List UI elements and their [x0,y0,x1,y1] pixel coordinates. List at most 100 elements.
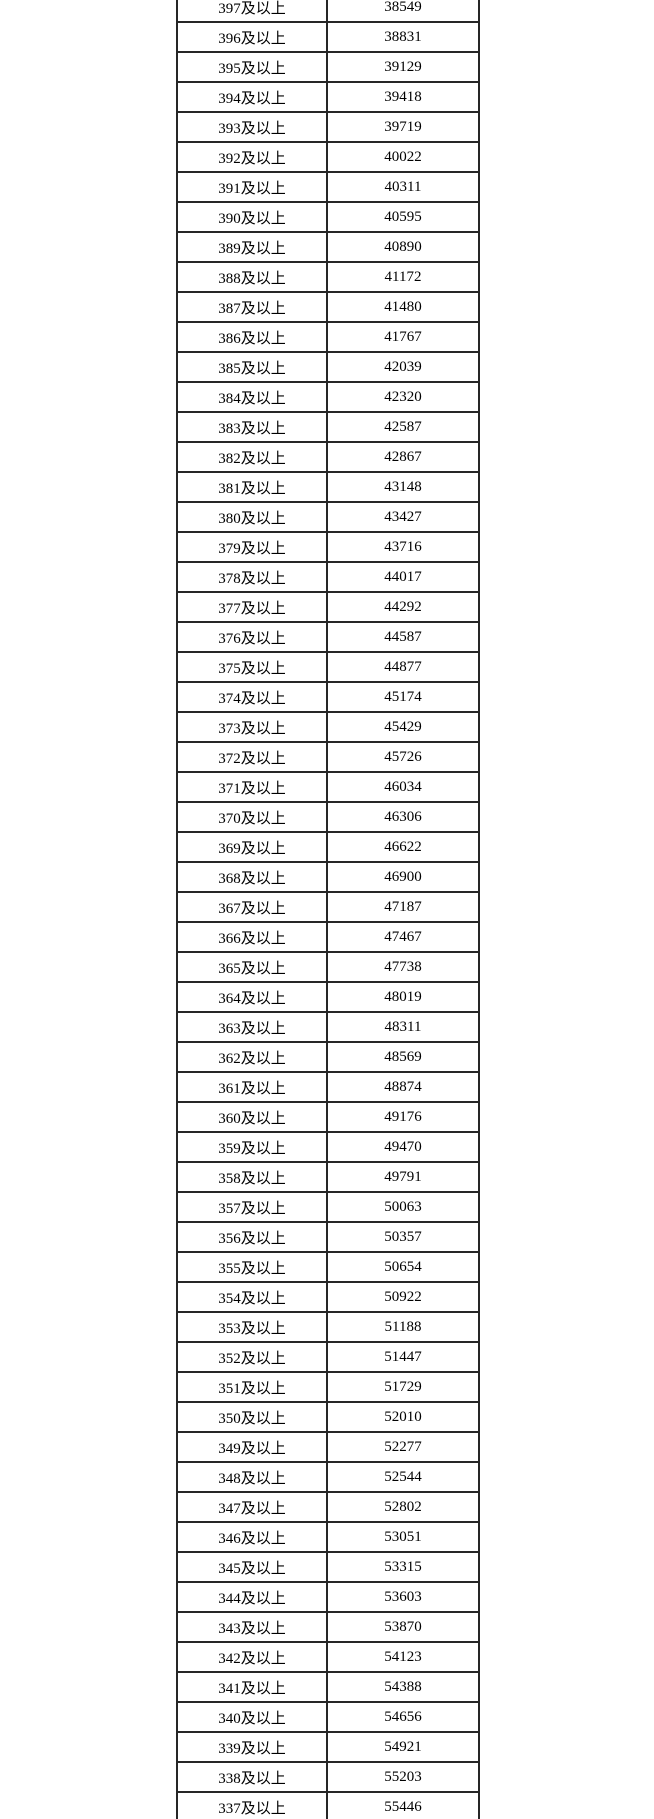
count-cell: 40311 [326,171,480,203]
table-row: 360及以上 49176 [176,1101,480,1133]
count-cell: 52802 [326,1491,480,1523]
score-cell: 375及以上 [176,651,328,683]
count-cell: 51729 [326,1371,480,1403]
score-cell: 353及以上 [176,1311,328,1343]
score-cell: 371及以上 [176,771,328,803]
table-row: 390及以上 40595 [176,201,480,233]
count-cell: 51447 [326,1341,480,1373]
count-cell: 45429 [326,711,480,743]
score-cell: 357及以上 [176,1191,328,1223]
count-cell: 43716 [326,531,480,563]
table-row: 383及以上 42587 [176,411,480,443]
table-row: 372及以上 45726 [176,741,480,773]
score-cell: 359及以上 [176,1131,328,1163]
count-cell: 39719 [326,111,480,143]
score-cell: 383及以上 [176,411,328,443]
table-row: 347及以上 52802 [176,1491,480,1523]
score-cell: 355及以上 [176,1251,328,1283]
table-row: 357及以上 50063 [176,1191,480,1223]
table-row: 340及以上 54656 [176,1701,480,1733]
count-cell: 46622 [326,831,480,863]
score-cell: 387及以上 [176,291,328,323]
table-row: 350及以上 52010 [176,1401,480,1433]
score-cell: 368及以上 [176,861,328,893]
table-row: 377及以上 44292 [176,591,480,623]
score-table-body: 397及以上 38549 396及以上 38831 395及以上 39129 394及以上 3… [176,0,480,1819]
count-cell: 41172 [326,261,480,293]
score-cell: 389及以上 [176,231,328,263]
table-row: 369及以上 46622 [176,831,480,863]
count-cell: 53870 [326,1611,480,1643]
count-cell: 44877 [326,651,480,683]
score-cell: 346及以上 [176,1521,328,1553]
score-cell: 361及以上 [176,1071,328,1103]
count-cell: 50357 [326,1221,480,1253]
count-cell: 52010 [326,1401,480,1433]
table-row: 385及以上 42039 [176,351,480,383]
count-cell: 51188 [326,1311,480,1343]
count-cell: 54921 [326,1731,480,1763]
score-cell: 372及以上 [176,741,328,773]
count-cell: 40022 [326,141,480,173]
score-cell: 374及以上 [176,681,328,713]
score-cell: 373及以上 [176,711,328,743]
table-row: 351及以上 51729 [176,1371,480,1403]
table-row: 371及以上 46034 [176,771,480,803]
count-cell: 49176 [326,1101,480,1133]
table-row: 365及以上 47738 [176,951,480,983]
table-row: 356及以上 50357 [176,1221,480,1253]
score-cell: 384及以上 [176,381,328,413]
table-row: 376及以上 44587 [176,621,480,653]
score-cell: 388及以上 [176,261,328,293]
count-cell: 48569 [326,1041,480,1073]
count-cell: 42587 [326,411,480,443]
table-row: 341及以上 54388 [176,1671,480,1703]
score-cell: 345及以上 [176,1551,328,1583]
table-row: 381及以上 43148 [176,471,480,503]
table-row: 395及以上 39129 [176,51,480,83]
table-row: 389及以上 40890 [176,231,480,263]
score-cell: 349及以上 [176,1431,328,1463]
count-cell: 42320 [326,381,480,413]
score-cell: 370及以上 [176,801,328,833]
table-row: 367及以上 47187 [176,891,480,923]
count-cell: 39418 [326,81,480,113]
score-cell: 395及以上 [176,51,328,83]
table-row: 370及以上 46306 [176,801,480,833]
count-cell: 48874 [326,1071,480,1103]
count-cell: 46034 [326,771,480,803]
table-row: 346及以上 53051 [176,1521,480,1553]
count-cell: 48311 [326,1011,480,1043]
score-cell: 358及以上 [176,1161,328,1193]
count-cell: 42867 [326,441,480,473]
table-row: 392及以上 40022 [176,141,480,173]
table-row: 393及以上 39719 [176,111,480,143]
count-cell: 54123 [326,1641,480,1673]
score-cell: 364及以上 [176,981,328,1013]
score-cell: 396及以上 [176,21,328,53]
score-cell: 342及以上 [176,1641,328,1673]
score-cell: 369及以上 [176,831,328,863]
table-row: 373及以上 45429 [176,711,480,743]
score-cell: 380及以上 [176,501,328,533]
count-cell: 49470 [326,1131,480,1163]
count-cell: 54388 [326,1671,480,1703]
table-row: 396及以上 38831 [176,21,480,53]
count-cell: 46306 [326,801,480,833]
count-cell: 47738 [326,951,480,983]
table-row: 361及以上 48874 [176,1071,480,1103]
table-row: 362及以上 48569 [176,1041,480,1073]
score-cell: 397及以上 [176,0,328,23]
table-row: 342及以上 54123 [176,1641,480,1673]
count-cell: 54656 [326,1701,480,1733]
score-cell: 390及以上 [176,201,328,233]
table-row: 374及以上 45174 [176,681,480,713]
score-cell: 363及以上 [176,1011,328,1043]
score-cell: 347及以上 [176,1491,328,1523]
table-row: 397及以上 38549 [176,0,480,23]
score-cell: 351及以上 [176,1371,328,1403]
table-row: 359及以上 49470 [176,1131,480,1163]
table-row: 364及以上 48019 [176,981,480,1013]
count-cell: 38831 [326,21,480,53]
